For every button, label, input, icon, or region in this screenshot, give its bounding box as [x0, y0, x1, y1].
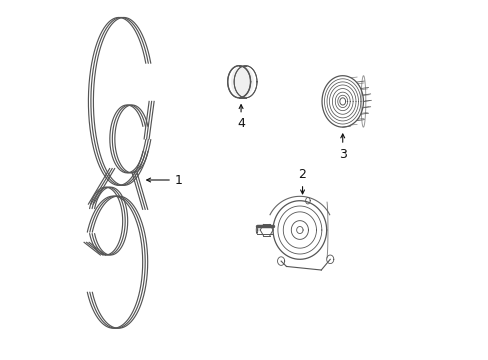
Text: 2: 2 [298, 168, 306, 194]
Text: 4: 4 [237, 105, 244, 130]
Text: 3: 3 [338, 134, 346, 161]
Ellipse shape [230, 66, 253, 98]
Text: 1: 1 [146, 174, 183, 186]
